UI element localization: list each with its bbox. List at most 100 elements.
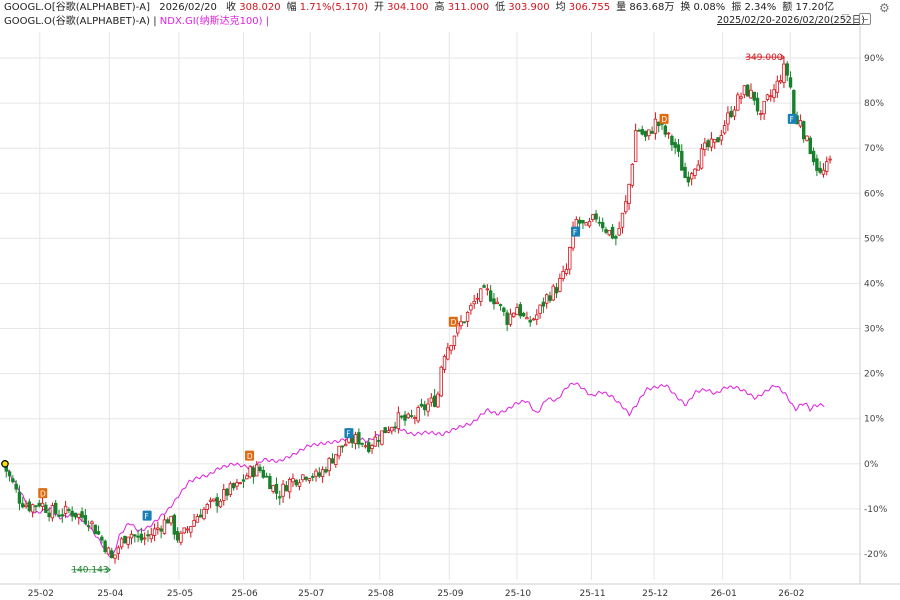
candle <box>205 502 209 514</box>
candle <box>488 285 493 303</box>
candle-body <box>683 166 687 179</box>
candle-body <box>551 285 555 301</box>
candle <box>175 527 180 543</box>
candle-body <box>34 505 38 508</box>
minimize-icon[interactable] <box>859 13 871 25</box>
candle <box>462 321 467 324</box>
candle <box>311 473 315 482</box>
legend-main[interactable]: GOOGL.O(谷歌(ALPHABET)-A) <box>4 16 151 27</box>
candle-body <box>742 85 747 96</box>
candle-body <box>462 321 467 324</box>
candle-body <box>446 347 450 360</box>
quote-label: 换 <box>680 2 694 13</box>
marker-label: D <box>451 318 457 327</box>
candle-body <box>390 426 394 432</box>
marker-box <box>571 226 581 237</box>
candle <box>482 283 486 288</box>
candle-body <box>50 505 55 519</box>
quote-item: 量 863.68万 <box>616 2 674 13</box>
candle <box>90 520 94 530</box>
candle <box>469 302 473 315</box>
candle-body <box>77 513 81 518</box>
candle-body <box>630 164 635 186</box>
candle <box>512 312 516 318</box>
candle-body <box>818 167 822 173</box>
candle <box>241 474 246 488</box>
candle <box>162 514 167 535</box>
marker-layer: D F D F D F D F 349.000 140.143 <box>38 53 797 576</box>
candle <box>600 217 605 232</box>
candle-body <box>281 483 285 497</box>
candle <box>337 445 341 460</box>
candle-body <box>30 504 35 513</box>
candle <box>785 61 789 82</box>
candle-body <box>801 121 806 140</box>
date-range-selector[interactable]: 2025/02/20-2026/02/20(252日) <box>717 15 865 26</box>
x-tick-label: 25-05 <box>167 589 193 599</box>
candle-body <box>218 500 223 508</box>
candle <box>808 135 812 155</box>
candle <box>505 309 509 331</box>
candle <box>324 466 328 474</box>
candle-body <box>541 301 546 307</box>
candle-body <box>657 121 661 127</box>
candle-body <box>215 497 219 507</box>
candle <box>479 288 483 307</box>
candle <box>40 497 45 512</box>
candle-body <box>686 176 691 183</box>
quote-items: 收 308.020 幅 1.71%(5.170) 开 304.100 高 311.00… <box>226 2 840 13</box>
candle-body <box>44 504 48 513</box>
candle <box>367 438 371 454</box>
candle-body <box>175 531 180 541</box>
price-annotation: 349.000 <box>745 53 785 63</box>
candle-body <box>640 129 644 135</box>
candle <box>703 137 707 157</box>
candle <box>373 431 378 447</box>
candle <box>245 472 249 480</box>
candle <box>294 479 298 488</box>
candle-body <box>785 63 789 76</box>
candle <box>759 109 763 121</box>
y-tick-label: 30% <box>864 325 884 335</box>
gear-icon[interactable]: ⚙ <box>879 1 890 15</box>
x-tick-label: 25-12 <box>642 589 668 599</box>
candle <box>44 501 48 514</box>
marker-label: F <box>144 512 148 521</box>
candle <box>657 121 661 133</box>
candle <box>745 84 750 97</box>
candle-body <box>258 466 262 471</box>
legend-row[interactable]: GOOGL.O(谷歌(ALPHABET)-A) | NDX.GI(纳斯达克100… <box>4 16 269 28</box>
candle <box>235 478 239 490</box>
candle-body <box>442 356 447 370</box>
candle-body <box>126 536 130 545</box>
quote-item: 收 308.020 <box>226 2 281 13</box>
candle <box>666 132 671 139</box>
candle <box>604 226 608 235</box>
candle-body <box>40 502 45 507</box>
event-marker: F <box>142 510 152 521</box>
candle <box>561 265 565 282</box>
candle <box>14 480 18 493</box>
candle-body <box>828 158 832 161</box>
symbol-label: GOOGL.O[谷歌(ALPHABET)-A] <box>4 2 151 13</box>
candle <box>709 132 714 152</box>
quote-label: 额 <box>782 2 796 13</box>
candle-body <box>825 161 829 172</box>
candle <box>195 513 200 523</box>
candle-body <box>465 312 470 322</box>
candle-body <box>726 112 730 125</box>
candle <box>327 456 331 476</box>
chevron-down-icon[interactable]: ▽ <box>842 13 849 23</box>
candle-body <box>637 129 641 132</box>
candle <box>360 442 364 448</box>
candle <box>284 481 289 492</box>
candle-body <box>413 417 417 419</box>
legend-compare[interactable]: NDX.GI(纳斯达克100) <box>159 16 263 27</box>
marker-label: D <box>661 115 667 124</box>
candle-body <box>821 169 826 175</box>
candle <box>436 391 440 408</box>
candle <box>716 136 720 143</box>
candle-body <box>508 313 513 325</box>
y-tick-label: 40% <box>864 279 884 289</box>
